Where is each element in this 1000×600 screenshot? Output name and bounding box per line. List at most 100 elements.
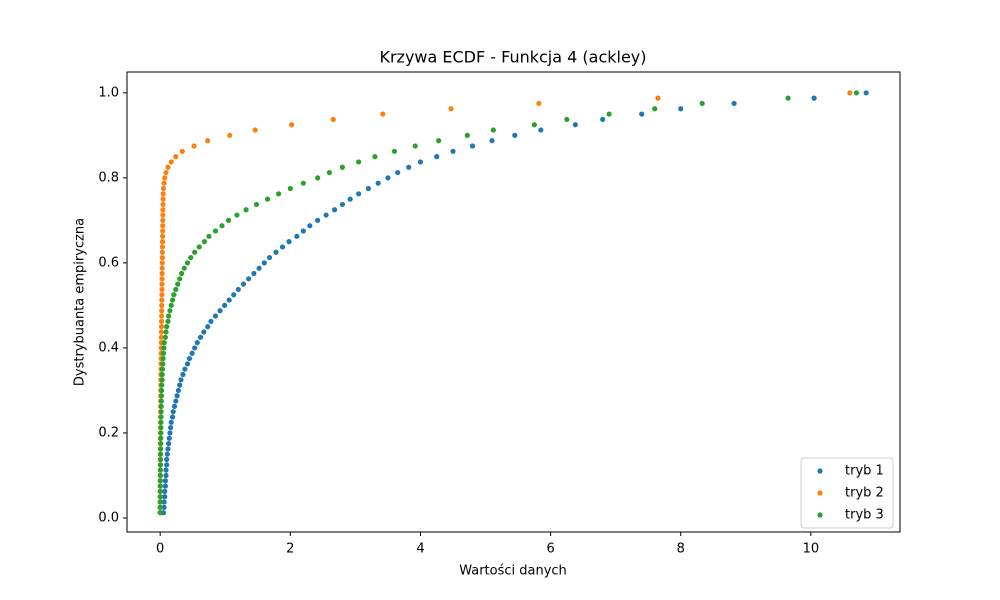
point [180, 371, 186, 378]
point [158, 435, 164, 441]
point [157, 510, 163, 516]
point [300, 228, 306, 234]
point [175, 387, 182, 394]
point [192, 345, 198, 351]
point [217, 308, 223, 314]
point [205, 138, 211, 144]
point [356, 191, 362, 197]
point [489, 138, 495, 144]
point [157, 467, 163, 473]
point [158, 409, 164, 415]
point [212, 313, 219, 319]
point [157, 472, 163, 479]
point [372, 154, 378, 160]
point [163, 467, 169, 473]
point [375, 180, 381, 186]
point [699, 100, 705, 107]
point [395, 169, 401, 176]
point [205, 324, 211, 330]
point [279, 244, 286, 250]
point [347, 196, 353, 202]
point [227, 132, 233, 138]
point [253, 201, 260, 208]
point [158, 324, 165, 330]
point [159, 297, 165, 303]
point [171, 292, 177, 298]
point [160, 350, 167, 356]
point [179, 270, 185, 277]
point [226, 297, 232, 303]
point [159, 249, 165, 255]
point [159, 308, 165, 314]
point [162, 175, 168, 181]
point [159, 382, 165, 388]
point [450, 148, 456, 154]
y-tick-label: 0.4 [98, 340, 119, 355]
point [161, 504, 167, 510]
point [160, 196, 166, 202]
legend-label: tryb 1 [845, 464, 884, 479]
point [490, 127, 496, 133]
point [158, 440, 164, 447]
point [159, 371, 165, 378]
point [564, 116, 570, 123]
point [412, 143, 418, 149]
chart-title: Krzywa ECDF - Funkcja 4 (ackley) [379, 48, 646, 67]
point [159, 281, 165, 287]
point [365, 185, 371, 192]
point [162, 488, 168, 494]
point [162, 494, 168, 500]
point [162, 478, 168, 484]
point [159, 286, 165, 293]
point [174, 393, 180, 399]
point [160, 207, 166, 213]
point [315, 217, 321, 223]
point [167, 308, 173, 314]
point [572, 122, 578, 128]
point [161, 180, 167, 186]
point [177, 276, 183, 282]
point [294, 233, 300, 239]
point [256, 265, 262, 271]
point [158, 398, 164, 404]
point [160, 185, 167, 192]
point [436, 138, 442, 144]
point [165, 164, 171, 170]
point [170, 409, 176, 415]
point [168, 159, 174, 165]
point [160, 212, 166, 218]
legend-label: tryb 3 [845, 508, 884, 523]
point [434, 154, 440, 160]
point [212, 228, 219, 234]
point [469, 143, 476, 149]
x-tick-label: 2 [286, 542, 294, 557]
point [158, 403, 164, 409]
point [160, 223, 166, 229]
point [167, 430, 173, 436]
point [167, 425, 174, 431]
point [159, 244, 166, 250]
point [266, 254, 273, 261]
point [158, 419, 164, 425]
point [164, 324, 170, 330]
point [785, 95, 791, 101]
point [235, 286, 241, 293]
point [159, 377, 165, 383]
legend-marker [817, 512, 823, 518]
point [326, 169, 332, 176]
point [315, 175, 321, 181]
point [160, 228, 166, 234]
x-axis-label: Wartości danych [459, 564, 567, 579]
point [536, 100, 542, 107]
point [168, 302, 174, 309]
point [251, 270, 257, 277]
point [731, 100, 737, 107]
point [512, 132, 518, 138]
x-tick-label: 8 [677, 542, 685, 557]
point [161, 345, 167, 351]
y-tick-label: 1.0 [98, 85, 119, 100]
point [159, 276, 165, 282]
point [234, 212, 240, 218]
point [158, 329, 165, 335]
point [252, 127, 258, 133]
